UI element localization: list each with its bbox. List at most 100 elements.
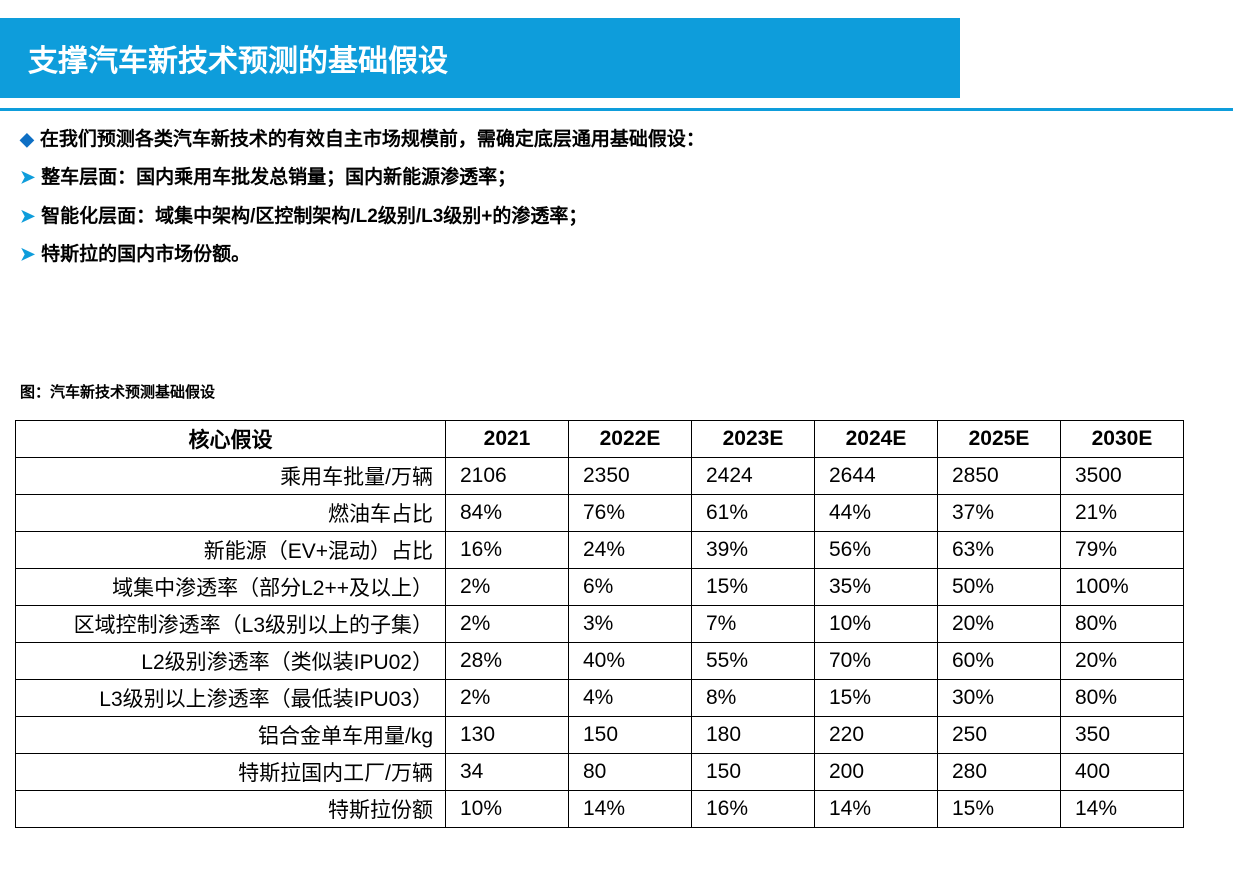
table-row: 特斯拉国内工厂/万辆3480150200280400 — [16, 753, 1184, 790]
table-row: 铝合金单车用量/kg130150180220250350 — [16, 716, 1184, 753]
table-header-year: 2021 — [446, 420, 569, 457]
bullet-item-1: ➤ 整车层面：国内乘用车批发总销量；国内新能源渗透率； — [20, 163, 1233, 193]
data-cell: 150 — [569, 716, 692, 753]
data-cell: 14% — [569, 790, 692, 827]
table-row: L2级别渗透率（类似装IPU02）28%40%55%70%60%20% — [16, 642, 1184, 679]
data-cell: 400 — [1061, 753, 1184, 790]
data-cell: 28% — [446, 642, 569, 679]
bullet-intro: ◆ 在我们预测各类汽车新技术的有效自主市场规模前，需确定底层通用基础假设： — [20, 125, 1233, 155]
data-cell: 80 — [569, 753, 692, 790]
bullet-text: 特斯拉的国内市场份额。 — [41, 240, 250, 270]
data-cell: 40% — [569, 642, 692, 679]
data-cell: 2% — [446, 568, 569, 605]
data-cell: 14% — [815, 790, 938, 827]
data-cell: 200 — [815, 753, 938, 790]
table-header-year: 2022E — [569, 420, 692, 457]
data-cell: 50% — [938, 568, 1061, 605]
data-cell: 2106 — [446, 457, 569, 494]
data-cell: 10% — [446, 790, 569, 827]
data-cell: 76% — [569, 494, 692, 531]
data-cell: 15% — [938, 790, 1061, 827]
data-cell: 20% — [1061, 642, 1184, 679]
row-label: 特斯拉国内工厂/万辆 — [16, 753, 446, 790]
data-cell: 280 — [938, 753, 1061, 790]
row-label: 特斯拉份额 — [16, 790, 446, 827]
data-cell: 20% — [938, 605, 1061, 642]
data-cell: 60% — [938, 642, 1061, 679]
page-title-banner: 支撑汽车新技术预测的基础假设 — [0, 18, 960, 98]
bullet-section: ◆ 在我们预测各类汽车新技术的有效自主市场规模前，需确定底层通用基础假设： ➤ … — [0, 125, 1233, 271]
data-cell: 84% — [446, 494, 569, 531]
data-cell: 220 — [815, 716, 938, 753]
table-header-row: 核心假设 2021 2022E 2023E 2024E 2025E 2030E — [16, 420, 1184, 457]
row-label: 燃油车占比 — [16, 494, 446, 531]
data-cell: 44% — [815, 494, 938, 531]
title-divider — [0, 108, 1233, 111]
data-cell: 15% — [815, 679, 938, 716]
data-cell: 3500 — [1061, 457, 1184, 494]
data-cell: 24% — [569, 531, 692, 568]
data-cell: 10% — [815, 605, 938, 642]
bullet-item-2: ➤ 智能化层面：域集中架构/区控制架构/L2级别/L3级别+的渗透率； — [20, 202, 1233, 232]
data-cell: 30% — [938, 679, 1061, 716]
row-label: L2级别渗透率（类似装IPU02） — [16, 642, 446, 679]
data-cell: 34 — [446, 753, 569, 790]
table-header-label: 核心假设 — [16, 420, 446, 457]
data-cell: 2350 — [569, 457, 692, 494]
table-header-year: 2030E — [1061, 420, 1184, 457]
data-cell: 56% — [815, 531, 938, 568]
data-cell: 80% — [1061, 679, 1184, 716]
diamond-icon: ◆ — [20, 125, 34, 154]
bullet-text: 在我们预测各类汽车新技术的有效自主市场规模前，需确定底层通用基础假设： — [40, 125, 705, 155]
table-row: 燃油车占比84%76%61%44%37%21% — [16, 494, 1184, 531]
bullet-item-3: ➤ 特斯拉的国内市场份额。 — [20, 240, 1233, 270]
data-cell: 6% — [569, 568, 692, 605]
chevron-icon: ➤ — [20, 163, 35, 192]
data-cell: 350 — [1061, 716, 1184, 753]
data-cell: 150 — [692, 753, 815, 790]
table-row: L3级别以上渗透率（最低装IPU03）2%4%8%15%30%80% — [16, 679, 1184, 716]
chevron-icon: ➤ — [20, 240, 35, 269]
data-cell: 3% — [569, 605, 692, 642]
row-label: 域集中渗透率（部分L2++及以上） — [16, 568, 446, 605]
data-cell: 39% — [692, 531, 815, 568]
table-body: 乘用车批量/万辆210623502424264428503500燃油车占比84%… — [16, 457, 1184, 827]
bullet-text: 整车层面：国内乘用车批发总销量；国内新能源渗透率； — [41, 163, 516, 193]
page-title: 支撑汽车新技术预测的基础假设 — [28, 45, 448, 78]
data-cell: 250 — [938, 716, 1061, 753]
assumption-table: 核心假设 2021 2022E 2023E 2024E 2025E 2030E … — [15, 420, 1184, 828]
data-cell: 21% — [1061, 494, 1184, 531]
data-cell: 55% — [692, 642, 815, 679]
data-cell: 80% — [1061, 605, 1184, 642]
table-row: 区域控制渗透率（L3级别以上的子集）2%3%7%10%20%80% — [16, 605, 1184, 642]
row-label: 区域控制渗透率（L3级别以上的子集） — [16, 605, 446, 642]
data-cell: 70% — [815, 642, 938, 679]
table-row: 新能源（EV+混动）占比16%24%39%56%63%79% — [16, 531, 1184, 568]
row-label: 新能源（EV+混动）占比 — [16, 531, 446, 568]
table-row: 特斯拉份额10%14%16%14%15%14% — [16, 790, 1184, 827]
bullet-text: 智能化层面：域集中架构/区控制架构/L2级别/L3级别+的渗透率； — [41, 202, 587, 232]
data-cell: 35% — [815, 568, 938, 605]
table-header-year: 2024E — [815, 420, 938, 457]
table-row: 域集中渗透率（部分L2++及以上）2%6%15%35%50%100% — [16, 568, 1184, 605]
chevron-icon: ➤ — [20, 202, 35, 231]
data-cell: 79% — [1061, 531, 1184, 568]
data-cell: 8% — [692, 679, 815, 716]
table-header-year: 2025E — [938, 420, 1061, 457]
row-label: L3级别以上渗透率（最低装IPU03） — [16, 679, 446, 716]
data-cell: 15% — [692, 568, 815, 605]
table-caption: 图：汽车新技术预测基础假设 — [20, 381, 1233, 402]
data-cell: 100% — [1061, 568, 1184, 605]
data-cell: 180 — [692, 716, 815, 753]
data-cell: 2424 — [692, 457, 815, 494]
row-label: 铝合金单车用量/kg — [16, 716, 446, 753]
data-cell: 2850 — [938, 457, 1061, 494]
data-cell: 16% — [446, 531, 569, 568]
data-cell: 16% — [692, 790, 815, 827]
data-cell: 7% — [692, 605, 815, 642]
table-header-year: 2023E — [692, 420, 815, 457]
data-cell: 2% — [446, 679, 569, 716]
data-cell: 61% — [692, 494, 815, 531]
data-cell: 130 — [446, 716, 569, 753]
data-cell: 2% — [446, 605, 569, 642]
